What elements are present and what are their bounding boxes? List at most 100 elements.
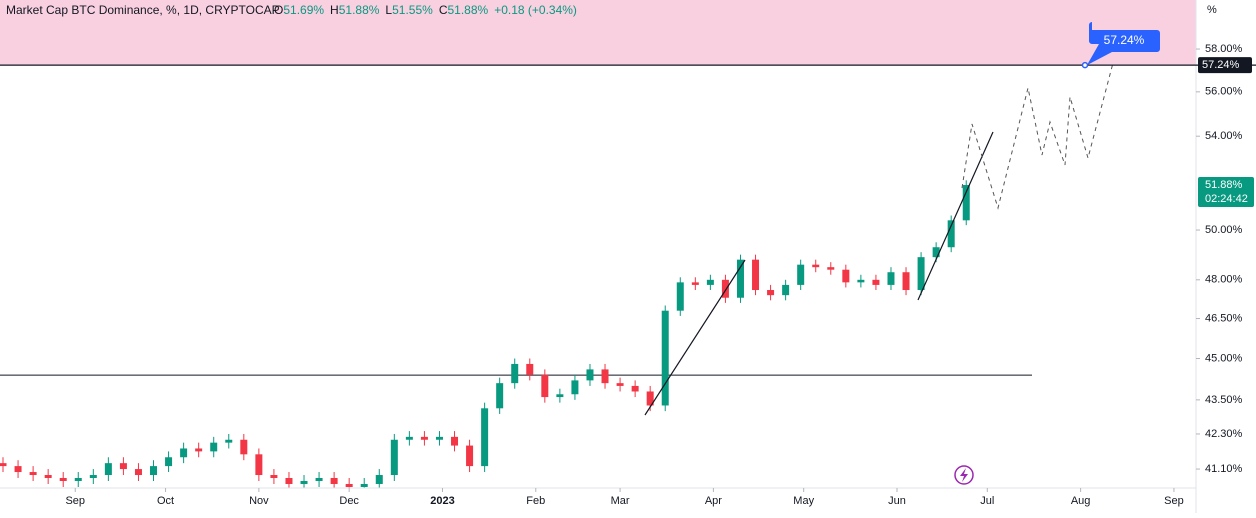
x-tick-label: Aug — [1071, 495, 1091, 507]
candle-body — [917, 257, 925, 291]
candle-body — [706, 279, 714, 285]
plot-area — [0, 180, 1032, 488]
candle-body — [887, 272, 895, 285]
candle-body — [812, 264, 820, 268]
candle-body — [526, 363, 534, 375]
x-tick-label: Sep — [1164, 495, 1184, 507]
x-tick-label: Dec — [339, 495, 359, 507]
ohlc-legend-text: O51.69% H51.88% L51.55% C51.88% +0.18 (+0.34… — [274, 3, 577, 17]
candle-body — [872, 279, 880, 285]
drawings — [644, 62, 1114, 416]
x-tick-label: Sep — [65, 495, 85, 507]
candle-body — [601, 369, 609, 384]
candle-body — [451, 436, 459, 446]
candle-body — [646, 391, 654, 406]
candle-body — [134, 469, 142, 476]
target-point — [1081, 61, 1089, 69]
y-tick-label: 56.00% — [1205, 86, 1243, 98]
y-tick-label: 41.10% — [1205, 463, 1243, 475]
y-tick-label: 48.00% — [1205, 274, 1243, 286]
ohlc-value: 51.55% — [392, 3, 433, 17]
candle-body — [360, 483, 368, 487]
y-tick-label: 54.00% — [1205, 130, 1243, 142]
target-bubble — [1087, 22, 1160, 66]
ohlc-key: C — [439, 3, 448, 17]
x-tick-label: Jul — [980, 495, 994, 507]
x-tick-label: May — [793, 495, 814, 507]
candle-body — [330, 478, 338, 484]
x-tick-label: Oct — [157, 495, 174, 507]
y-tick-label: 42.30% — [1205, 428, 1243, 440]
candle-body — [752, 259, 760, 291]
candle-body — [150, 466, 158, 476]
candle-body — [270, 475, 278, 479]
candle-body — [240, 439, 248, 455]
candle-body — [59, 478, 67, 481]
candle-body — [466, 445, 474, 467]
candle-body — [44, 475, 52, 479]
alert-icon-bolt — [960, 468, 968, 482]
candle-body — [375, 475, 383, 484]
target-zone — [0, 0, 1196, 66]
candle-body — [736, 259, 744, 298]
y-tick-label: 45.00% — [1205, 352, 1243, 364]
candle-body — [962, 185, 970, 221]
candle-body — [345, 483, 353, 487]
change: +0.18 (+0.34%) — [494, 3, 577, 17]
candle-body — [435, 436, 443, 440]
ohlc-value: 51.69% — [283, 3, 324, 17]
candle-body — [119, 463, 127, 470]
candle-body — [827, 267, 835, 270]
y-tick-label: 50.00% — [1205, 224, 1243, 236]
x-tick-label: Nov — [249, 495, 269, 507]
candle-body — [676, 282, 684, 311]
candle-body — [405, 436, 413, 440]
last-price-label: 51.88% — [1205, 179, 1243, 191]
x-tick-label: Mar — [611, 495, 630, 507]
candle-body — [225, 439, 233, 443]
candle-body — [481, 408, 489, 467]
candle-body — [947, 220, 955, 248]
target-axis-label: 57.24% — [1202, 59, 1240, 71]
candle-body — [631, 385, 639, 392]
candle-body — [857, 279, 865, 283]
x-tick-label: 2023 — [430, 495, 454, 507]
candle-body — [661, 310, 669, 406]
candle-body — [165, 457, 173, 467]
trend-line — [644, 259, 746, 416]
candle-body — [541, 374, 549, 398]
candle-body — [89, 475, 97, 479]
ohlc-value: 51.88% — [339, 3, 380, 17]
background — [0, 0, 1196, 66]
candle-body — [842, 269, 850, 283]
candle-body — [571, 380, 579, 395]
candle-body — [797, 264, 805, 285]
ohlc-key: L — [385, 3, 392, 17]
y-tick-label: 58.00% — [1205, 43, 1243, 55]
candle-body — [14, 466, 22, 473]
candle-body — [180, 448, 188, 458]
ohlc-key: O — [274, 3, 283, 17]
candle-body — [420, 436, 428, 440]
ohlc-value: 51.88% — [447, 3, 488, 17]
candle-body — [390, 439, 398, 476]
candle-body — [315, 478, 323, 481]
target-bubble-label: 57.24% — [1104, 33, 1145, 47]
candle-body — [104, 463, 112, 476]
candle-body — [255, 454, 263, 476]
alert-icon-ring — [954, 465, 974, 485]
x-tick-label: Apr — [705, 495, 722, 507]
candle-body — [902, 272, 910, 291]
candle-body — [767, 290, 775, 296]
candle-body — [691, 282, 699, 285]
projection-path — [961, 62, 1114, 210]
target-axis-box — [1198, 57, 1252, 74]
alert-icon[interactable] — [954, 465, 974, 485]
candle-body — [300, 480, 308, 484]
candle-body — [0, 463, 7, 467]
trend-line — [917, 131, 994, 301]
x-tick-label: Jun — [888, 495, 906, 507]
candle-body — [210, 442, 218, 452]
candle-body — [782, 284, 790, 296]
